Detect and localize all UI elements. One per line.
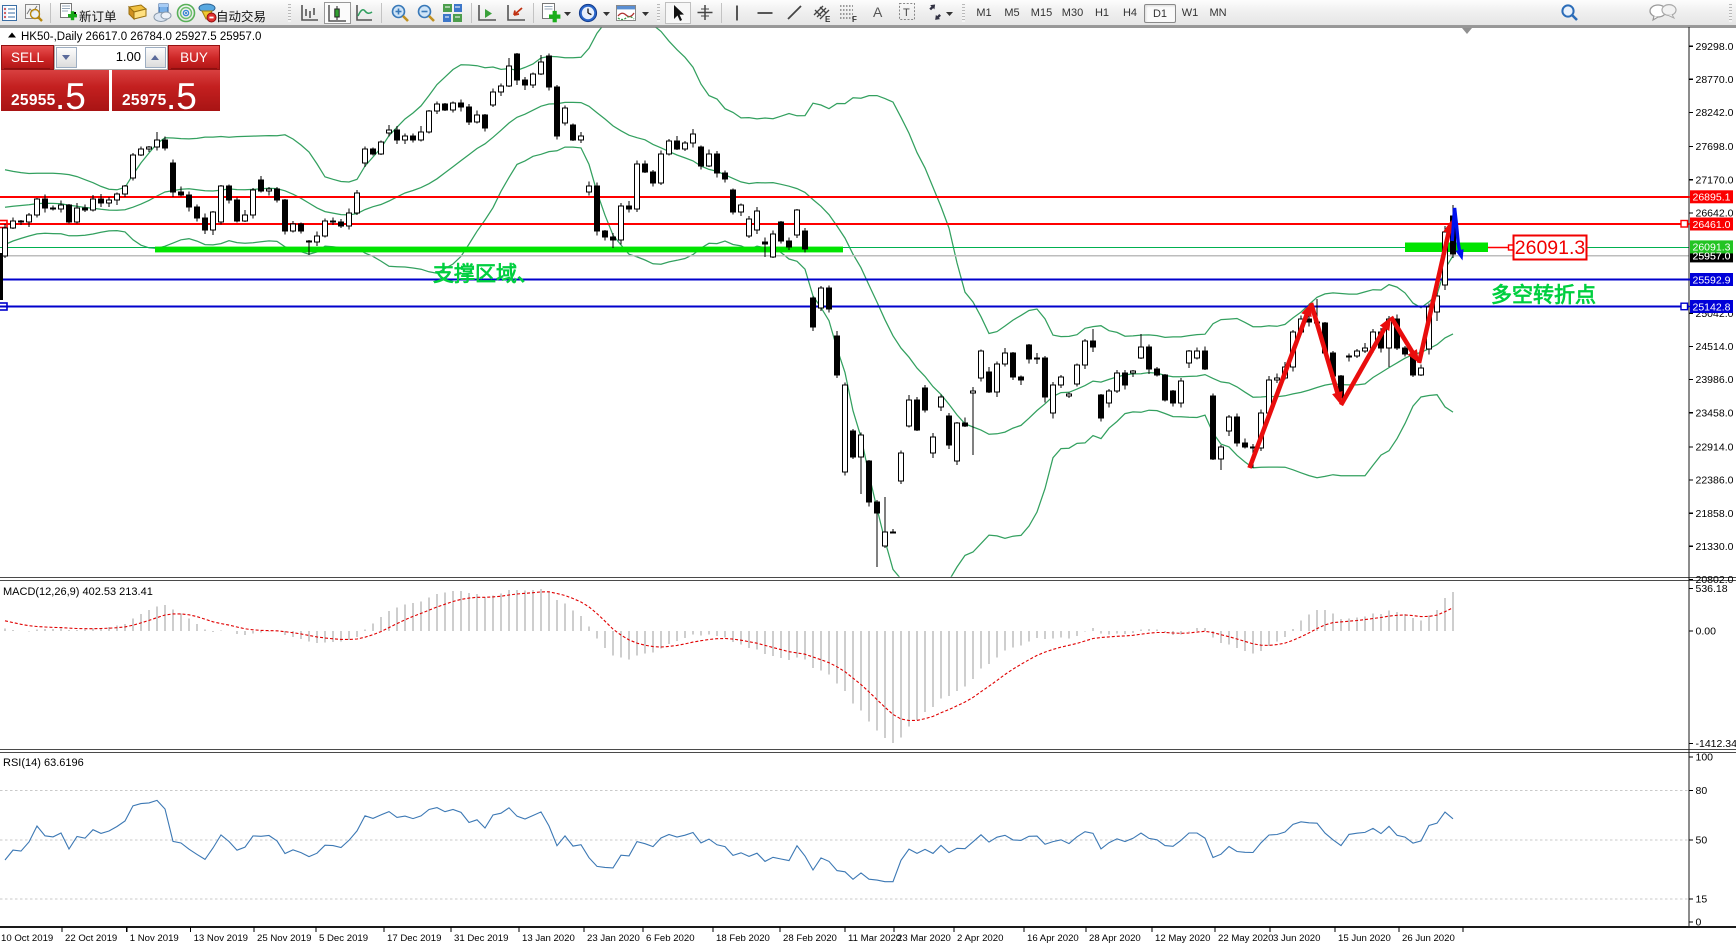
svg-text:15: 15 [1696, 894, 1708, 906]
svg-text:50: 50 [1696, 835, 1708, 847]
svg-text:23458.0: 23458.0 [1696, 407, 1734, 419]
svg-text:31 Dec 2019: 31 Dec 2019 [454, 933, 508, 944]
svg-text:21858.0: 21858.0 [1696, 508, 1734, 520]
svg-text:27170.0: 27170.0 [1696, 174, 1734, 186]
svg-text:28 Apr 2020: 28 Apr 2020 [1089, 933, 1141, 944]
svg-text:26 Jun 2020: 26 Jun 2020 [1402, 933, 1455, 944]
svg-text:21330.0: 21330.0 [1696, 541, 1734, 553]
svg-text:26461.0: 26461.0 [1693, 219, 1731, 231]
svg-text:25957.0: 25957.0 [1693, 251, 1731, 263]
svg-text:23986.0: 23986.0 [1696, 374, 1734, 386]
svg-text:23 Mar 2020: 23 Mar 2020 [897, 933, 951, 944]
svg-text:28 Feb 2020: 28 Feb 2020 [783, 933, 837, 944]
svg-text:多空转折点: 多空转折点 [1491, 283, 1596, 307]
svg-text:MACD(12,26,9) 402.53 213.41: MACD(12,26,9) 402.53 213.41 [3, 586, 153, 598]
svg-text:6 Feb 2020: 6 Feb 2020 [646, 933, 695, 944]
svg-text:F: F [852, 15, 857, 24]
svg-text:-1412.34: -1412.34 [1696, 738, 1736, 750]
svg-text:17 Dec 2019: 17 Dec 2019 [387, 933, 441, 944]
svg-text:536.18: 536.18 [1696, 583, 1728, 595]
svg-text:10 Oct 2019: 10 Oct 2019 [1, 933, 53, 944]
svg-text:25 Nov 2019: 25 Nov 2019 [257, 933, 311, 944]
svg-text:26895.1: 26895.1 [1693, 192, 1731, 204]
svg-text:HK50-,Daily 26617.0 26784.0 2: HK50-,Daily 26617.0 26784.0 25927.5 2595… [21, 31, 261, 43]
svg-text:28242.0: 28242.0 [1696, 107, 1734, 119]
svg-text:15 Jun 2020: 15 Jun 2020 [1338, 933, 1391, 944]
svg-text:23 Jan 2020: 23 Jan 2020 [587, 933, 640, 944]
svg-text:RSI(14) 63.6196: RSI(14) 63.6196 [3, 757, 84, 769]
svg-text:26642.0: 26642.0 [1696, 208, 1734, 220]
svg-text:25957.0: 25957.0 [1693, 251, 1731, 263]
svg-text:80: 80 [1696, 785, 1708, 797]
svg-text:26091.3: 26091.3 [1693, 242, 1731, 254]
svg-text:18 Feb 2020: 18 Feb 2020 [716, 933, 770, 944]
svg-text:13 Jan 2020: 13 Jan 2020 [522, 933, 575, 944]
svg-text:T: T [903, 7, 910, 19]
svg-text:22386.0: 22386.0 [1696, 475, 1734, 487]
svg-text:E: E [825, 15, 831, 24]
svg-text:100: 100 [1696, 752, 1714, 764]
svg-text:13 Nov 2019: 13 Nov 2019 [194, 933, 248, 944]
svg-text:27698.0: 27698.0 [1696, 141, 1734, 153]
svg-text:26091.3: 26091.3 [1515, 237, 1586, 259]
svg-text:29298.0: 29298.0 [1696, 41, 1734, 53]
svg-text:3 Jun 2020: 3 Jun 2020 [1273, 933, 1320, 944]
svg-text:16 Apr 2020: 16 Apr 2020 [1027, 933, 1079, 944]
svg-text:22 May 2020: 22 May 2020 [1218, 933, 1273, 944]
svg-text:2 Apr 2020: 2 Apr 2020 [957, 933, 1003, 944]
svg-text:0.00: 0.00 [1696, 626, 1717, 638]
svg-text:1 Nov 2019: 1 Nov 2019 [130, 933, 179, 944]
svg-text:12 May 2020: 12 May 2020 [1155, 933, 1210, 944]
svg-text:11 Mar 2020: 11 Mar 2020 [848, 933, 901, 944]
svg-text:28770.0: 28770.0 [1696, 74, 1734, 86]
svg-text:22 Oct 2019: 22 Oct 2019 [65, 933, 117, 944]
svg-text:25142.8: 25142.8 [1693, 301, 1731, 313]
svg-text:22914.0: 22914.0 [1696, 442, 1734, 454]
svg-text:0: 0 [1696, 917, 1702, 929]
svg-text:支撑区域、: 支撑区域、 [433, 262, 538, 286]
svg-text:20802.0: 20802.0 [1696, 574, 1734, 586]
svg-text:5 Dec 2019: 5 Dec 2019 [319, 933, 368, 944]
svg-text:25592.9: 25592.9 [1693, 274, 1731, 286]
svg-text:24514.0: 24514.0 [1696, 341, 1734, 353]
